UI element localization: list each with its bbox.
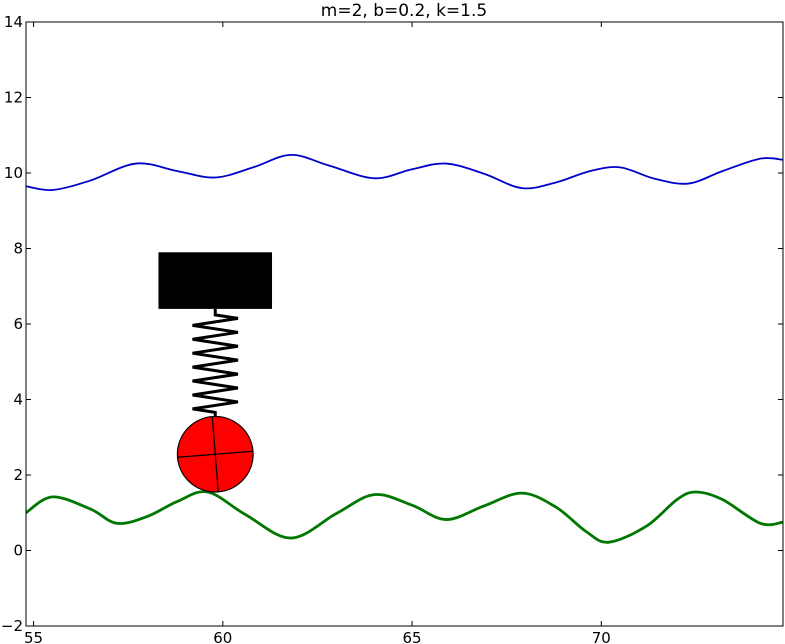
plot-area (26, 153, 783, 544)
series-line-1 (26, 153, 783, 192)
mass-block (158, 252, 273, 309)
y-tick-label: 8 (13, 240, 23, 258)
y-tick-label: −2 (1, 617, 23, 635)
y-tick-label: 0 (13, 542, 23, 560)
y-tick-label: 10 (4, 164, 23, 182)
x-tick-label: 55 (24, 629, 43, 644)
y-tick-label: 4 (13, 391, 23, 409)
wheel-spoke-vertical (211, 416, 219, 492)
x-tick-label: 60 (213, 629, 232, 644)
x-tick-label: 65 (403, 629, 422, 644)
spring (192, 308, 239, 419)
y-tick-label: 6 (13, 315, 23, 333)
series-line-2 (26, 490, 783, 544)
x-tick-label: 70 (592, 629, 611, 644)
y-tick-label: 14 (4, 13, 23, 31)
y-tick-label: 12 (4, 89, 23, 107)
axis-ticks: 55 60 65 70 −2 0 2 4 6 8 10 12 14 (1, 13, 783, 644)
y-tick-label: 2 (13, 466, 23, 484)
chart-title: m=2, b=0.2, k=1.5 (321, 1, 487, 21)
